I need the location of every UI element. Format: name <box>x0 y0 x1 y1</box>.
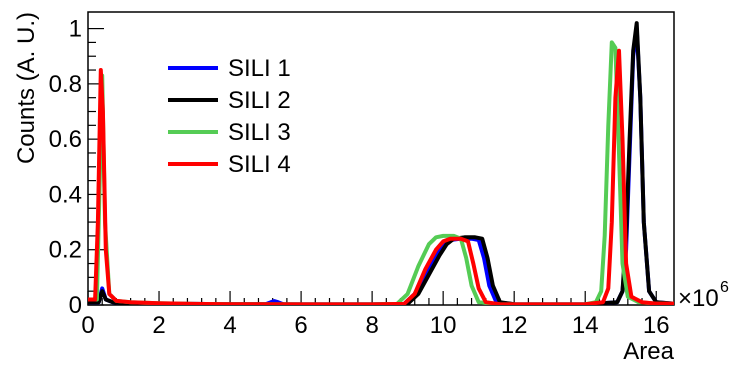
x-tick-label: 12 <box>501 312 528 339</box>
legend: SILI 1 SILI 2 SILI 3 SILI 4 <box>168 55 291 178</box>
y-tick-label: 0.6 <box>49 126 82 153</box>
y-tick-label: 0.2 <box>49 237 82 264</box>
series-line-4 <box>88 48 674 305</box>
y-axis-ticks: 0 0.2 0.4 0.6 0.8 1 <box>49 16 104 319</box>
legend-label: SILI 2 <box>228 87 291 114</box>
x-tick-label: 0 <box>81 312 94 339</box>
x-tick-label: 8 <box>365 312 378 339</box>
x-tick-label: 16 <box>643 312 670 339</box>
series-layer <box>88 21 674 305</box>
y-axis-title: Counts (A. U.) <box>13 12 40 164</box>
legend-label: SILI 3 <box>228 119 291 146</box>
x-tick-label: 2 <box>152 312 165 339</box>
x-tick-label: 6 <box>294 312 307 339</box>
x-axis-ticks: 0 2 4 6 8 10 12 14 16 <box>81 291 670 339</box>
plot-frame <box>87 11 675 306</box>
legend-label: SILI 4 <box>228 151 291 178</box>
y-tick-label: 0.4 <box>49 181 82 208</box>
x-tick-label: 10 <box>430 312 457 339</box>
x-multiplier-exponent: 6 <box>720 279 729 296</box>
y-tick-label: 1 <box>69 16 82 43</box>
x-axis-title: Area <box>623 338 674 365</box>
series-line-3 <box>88 40 674 305</box>
x-tick-label: 4 <box>223 312 236 339</box>
x-multiplier: ×10 <box>678 285 719 312</box>
x-tick-label: 14 <box>572 312 599 339</box>
y-tick-label: 0 <box>69 292 82 319</box>
y-tick-label: 0.8 <box>49 71 82 98</box>
legend-label: SILI 1 <box>228 55 291 82</box>
